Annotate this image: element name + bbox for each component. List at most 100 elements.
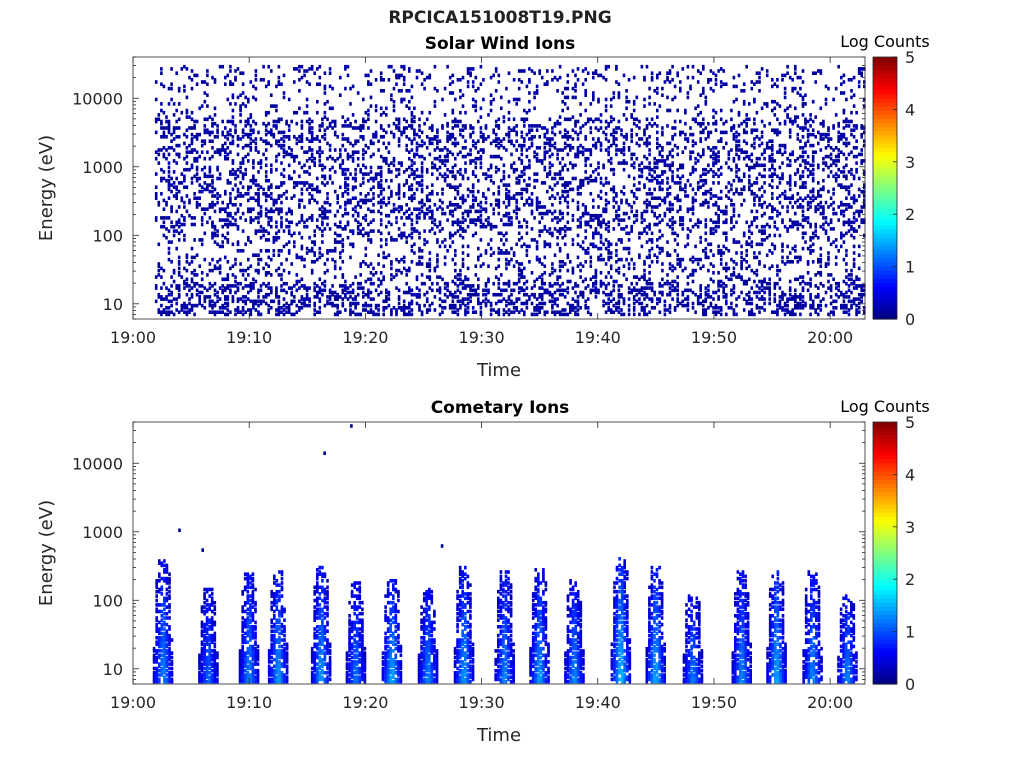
heatmap-cell	[443, 146, 447, 150]
heatmap-cell	[482, 292, 485, 297]
heatmap-cell	[364, 73, 368, 78]
heatmap-cell	[548, 209, 552, 214]
heatmap-cell	[691, 170, 695, 174]
heatmap-cell	[617, 299, 621, 304]
heatmap-cell	[300, 139, 304, 143]
heatmap-cell	[425, 117, 429, 122]
heatmap-cell	[482, 194, 485, 198]
heatmap-cell	[154, 156, 158, 161]
heatmap-cell	[576, 150, 580, 154]
heatmap-cell	[425, 275, 429, 279]
heatmap-cell	[546, 80, 549, 84]
heatmap-cell	[454, 249, 457, 253]
heatmap-cell	[464, 146, 467, 150]
heatmap-cell	[387, 78, 391, 82]
heatmap-cell	[594, 281, 598, 286]
heatmap-cell	[510, 222, 513, 227]
heatmap-cell	[234, 218, 237, 222]
heatmap-cell	[535, 297, 539, 301]
heatmap-cell	[351, 84, 355, 89]
heatmap-cell	[349, 295, 352, 299]
heatmap-cell	[226, 203, 230, 207]
heatmap-cell	[489, 308, 493, 312]
heatmap-cell	[285, 152, 288, 157]
heatmap-cell	[224, 82, 227, 86]
heatmap-cell	[369, 281, 373, 286]
heatmap-cell	[313, 301, 316, 306]
heatmap-cell	[604, 275, 608, 279]
heatmap-cell	[423, 213, 426, 218]
heatmap-cell	[208, 203, 212, 207]
heatmap-cell	[259, 205, 263, 209]
heatmap-cell	[702, 192, 705, 196]
heatmap-cell	[561, 156, 564, 161]
heatmap-cell	[313, 71, 316, 75]
heatmap-cell	[364, 213, 368, 218]
heatmap-cell	[410, 117, 414, 122]
heatmap-cell	[517, 286, 521, 290]
heatmap-cell	[221, 218, 224, 222]
heatmap-cell	[206, 82, 209, 86]
heatmap-cell	[689, 154, 692, 159]
heatmap-cell	[341, 238, 345, 242]
heatmap-cell	[351, 187, 355, 192]
heatmap-cell	[502, 213, 506, 218]
heatmap-cell	[668, 167, 672, 172]
heatmap-cell	[466, 84, 470, 89]
heatmap-cell	[561, 194, 564, 198]
heatmap-cell	[645, 143, 649, 148]
heatmap-cell	[441, 306, 444, 310]
heatmap-cell	[487, 220, 490, 225]
heatmap-cell	[704, 238, 708, 242]
heatmap-cell	[310, 240, 314, 244]
heatmap-cell	[218, 194, 222, 198]
heatmap-cell	[479, 154, 483, 159]
heatmap-cell	[252, 284, 255, 288]
heatmap-cell	[195, 132, 199, 137]
heatmap-cell	[270, 257, 273, 262]
heatmap-cell	[280, 117, 283, 122]
heatmap-cell	[691, 205, 695, 209]
heatmap-cell	[543, 141, 547, 146]
heatmap-cell	[561, 260, 564, 264]
heatmap-cell	[553, 312, 557, 317]
heatmap-cell	[648, 277, 651, 282]
heatmap-cell	[277, 266, 281, 271]
heatmap-cell	[443, 281, 447, 286]
heatmap-cell	[420, 71, 424, 75]
heatmap-cell	[523, 178, 526, 183]
heatmap-cell	[517, 268, 521, 273]
heatmap-cell	[300, 187, 304, 192]
heatmap-cell	[397, 268, 401, 273]
heatmap-cell	[418, 255, 421, 260]
heatmap-cell	[673, 220, 677, 225]
heatmap-cell	[679, 260, 682, 264]
heatmap-cell	[436, 192, 439, 196]
heatmap-cell	[175, 126, 178, 130]
heatmap-cell	[656, 301, 659, 306]
heatmap-cell	[310, 216, 314, 220]
heatmap-cell	[592, 119, 595, 124]
heatmap-cell	[328, 154, 332, 159]
heatmap-cell	[443, 176, 447, 181]
heatmap-cell	[704, 310, 708, 314]
heatmap-cell	[620, 295, 623, 299]
heatmap-cell	[372, 152, 375, 157]
heatmap-cell	[586, 148, 590, 152]
heatmap-cell	[372, 176, 375, 181]
heatmap-cell	[454, 119, 457, 124]
heatmap-cell	[671, 126, 674, 130]
heatmap-cell	[193, 216, 196, 220]
heatmap-cell	[497, 281, 501, 286]
heatmap-cell	[408, 233, 411, 238]
heatmap-cell	[533, 216, 536, 220]
heatmap-cell	[221, 240, 224, 244]
heatmap-cell	[645, 224, 649, 229]
heatmap-cell	[354, 119, 357, 124]
heatmap-cell	[571, 69, 575, 73]
heatmap-cell	[379, 198, 383, 203]
heatmap-cell	[157, 273, 161, 277]
heatmap-cell	[298, 279, 301, 284]
heatmap-cell	[689, 207, 692, 211]
heatmap-cell	[328, 295, 332, 299]
